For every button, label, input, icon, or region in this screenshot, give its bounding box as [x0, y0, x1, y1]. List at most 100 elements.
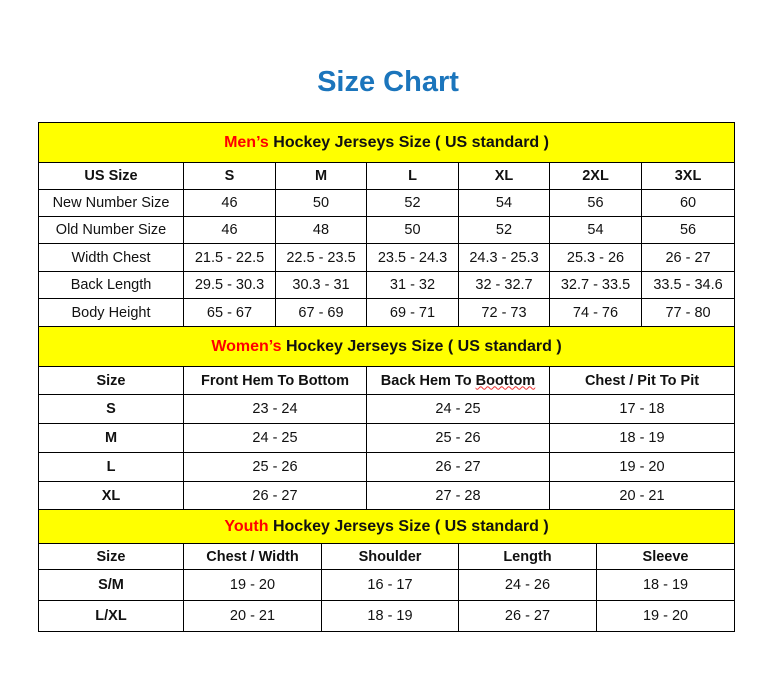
youth-column-header-row: Size Chest / Width Shoulder Length Sleeve	[38, 543, 736, 570]
column-header: S	[183, 162, 276, 190]
table-row: Back Length 29.5 - 30.3 30.3 - 31 31 - 32 32…	[38, 271, 736, 299]
table-cell: 26 - 27	[366, 452, 550, 482]
table-cell: 18 - 19	[549, 423, 735, 453]
column-header: 3XL	[640, 162, 736, 190]
table-cell: 52	[366, 189, 459, 217]
table-cell: 26 - 27	[183, 481, 367, 510]
table-cell: 30.3 - 31	[275, 271, 367, 299]
column-header: Back Hem To Boottom	[366, 366, 550, 395]
youth-size-table: Youth Hockey Jerseys Size ( US standard …	[37, 509, 736, 632]
table-cell: 25 - 26	[183, 452, 367, 482]
table-row: S 23 - 24 24 - 25 17 - 18	[38, 394, 735, 424]
section-header-accent: Men’s	[224, 133, 269, 151]
column-header: M	[275, 162, 367, 190]
row-label: Body Height	[38, 298, 184, 327]
table-cell: 24 - 25	[366, 394, 550, 424]
section-header-accent: Youth	[224, 517, 269, 535]
table-row: XL 26 - 27 27 - 28 20 - 21	[38, 481, 735, 510]
table-cell: 77 - 80	[640, 298, 736, 327]
row-label: M	[38, 423, 184, 453]
table-cell: 56	[640, 216, 736, 244]
table-cell: 16 - 17	[321, 569, 459, 601]
column-header-label: Size	[96, 372, 126, 389]
table-cell: 50	[366, 216, 459, 244]
table-cell: 23 - 24	[183, 394, 367, 424]
table-row: M 24 - 25 25 - 26 18 - 19	[38, 423, 735, 453]
column-header: Length	[458, 543, 597, 570]
womens-column-header-row: Size Front Hem To Bottom Back Hem To Boott…	[38, 366, 735, 395]
mens-column-header-row: US Size S M L XL 2XL 3XL	[38, 162, 736, 190]
table-cell: 54	[458, 189, 550, 217]
column-header-label: Back Hem To Boottom	[380, 372, 536, 389]
column-header-label: Chest / Pit To Pit	[584, 372, 700, 389]
table-cell: 32.7 - 33.5	[549, 271, 642, 299]
table-cell: 31 - 32	[366, 271, 459, 299]
column-header: Shoulder	[321, 543, 459, 570]
table-row: New Number Size 46 50 52 54 56 60	[38, 189, 736, 217]
table-cell: 48	[275, 216, 367, 244]
table-cell: 24 - 26	[458, 569, 597, 601]
column-header-label: S	[224, 168, 235, 184]
womens-size-table: Women’s Hockey Jerseys Size ( US standar…	[38, 326, 735, 510]
column-header-label: Shoulder	[358, 548, 422, 565]
misspelled-word: Boottom	[475, 372, 536, 389]
row-label: Back Length	[38, 271, 184, 299]
table-cell: 17 - 18	[549, 394, 735, 424]
table-cell: 24.3 - 25.3	[458, 243, 550, 272]
column-header: Front Hem To Bottom	[183, 366, 367, 395]
table-cell: 24 - 25	[183, 423, 367, 453]
table-cell: 27 - 28	[366, 481, 550, 510]
table-row: L/XL 20 - 21 18 - 19 26 - 27 19 - 20	[38, 600, 736, 632]
table-cell: 26 - 27	[458, 600, 597, 632]
table-cell: 33.5 - 34.6	[640, 271, 736, 299]
table-cell: 19 - 20	[549, 452, 735, 482]
mens-section-header: Men’s Hockey Jerseys Size ( US standard …	[37, 122, 736, 163]
table-cell: 23.5 - 24.3	[366, 243, 459, 272]
table-cell: 56	[549, 189, 642, 217]
table-cell: 18 - 19	[321, 600, 459, 632]
row-label: L	[38, 452, 184, 482]
section-header-accent: Women’s	[211, 337, 282, 355]
table-cell: 29.5 - 30.3	[183, 271, 276, 299]
table-cell: 46	[183, 216, 276, 244]
table-cell: 60	[640, 189, 736, 217]
row-label: Width Chest	[38, 243, 184, 272]
row-label: XL	[38, 481, 184, 510]
table-cell: 20 - 21	[549, 481, 735, 510]
table-cell: 25.3 - 26	[549, 243, 642, 272]
table-cell: 74 - 76	[549, 298, 642, 327]
table-cell: 72 - 73	[458, 298, 550, 327]
page-title: Size Chart	[317, 66, 459, 98]
column-header: US Size	[38, 162, 184, 190]
column-header-label: Sleeve	[642, 548, 689, 565]
column-header: XL	[458, 162, 550, 190]
youth-section-header-row: Youth Hockey Jerseys Size ( US standard …	[37, 509, 736, 544]
column-header-label: XL	[494, 168, 514, 184]
womens-section-header: Women’s Hockey Jerseys Size ( US standar…	[38, 326, 735, 367]
womens-section-header-row: Women’s Hockey Jerseys Size ( US standar…	[38, 326, 735, 367]
table-cell: 54	[549, 216, 642, 244]
table-cell: 21.5 - 22.5	[183, 243, 276, 272]
table-cell: 18 - 19	[595, 569, 736, 601]
section-header-text: Hockey Jerseys Size ( US standard )	[286, 337, 562, 355]
column-header: Sleeve	[595, 543, 736, 570]
column-header: 2XL	[549, 162, 642, 190]
column-header-label: US Size	[84, 168, 138, 184]
table-cell: 67 - 69	[275, 298, 367, 327]
column-header-label: Chest / Width	[206, 548, 299, 565]
column-header-label: L	[408, 168, 417, 184]
row-label: L/XL	[38, 600, 184, 632]
row-label: New Number Size	[38, 189, 184, 217]
row-label: S/M	[38, 569, 184, 601]
table-cell: 22.5 - 23.5	[275, 243, 367, 272]
table-row: L 25 - 26 26 - 27 19 - 20	[38, 452, 735, 482]
table-cell: 25 - 26	[366, 423, 550, 453]
mens-size-table: Men’s Hockey Jerseys Size ( US standard …	[37, 122, 736, 327]
column-header: L	[366, 162, 459, 190]
column-header-label: Size	[96, 548, 126, 565]
table-row: Old Number Size 46 48 50 52 54 56	[38, 216, 736, 244]
column-header: Size	[38, 543, 184, 570]
column-header-label: Length	[503, 548, 552, 565]
table-cell: 19 - 20	[595, 600, 736, 632]
table-row: Width Chest 21.5 - 22.5 22.5 - 23.5 23.5 - …	[38, 243, 736, 272]
